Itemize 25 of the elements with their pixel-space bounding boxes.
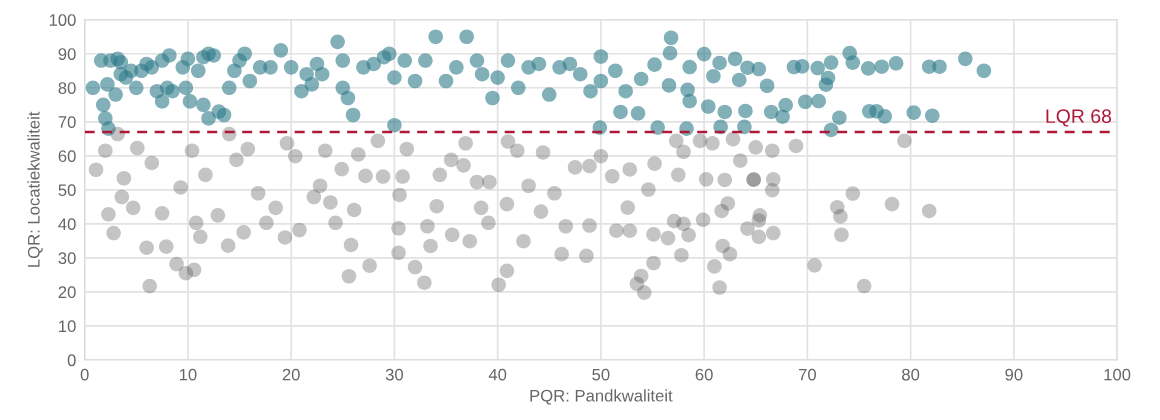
x-tick-label: 70 [798, 368, 816, 381]
y-tick-label: 80 [58, 82, 76, 94]
y-tick-label: 100 [49, 14, 76, 26]
y-tick-label: 30 [58, 252, 76, 265]
y-tick-label: 90 [58, 48, 76, 60]
x-tick-label: 0 [80, 368, 89, 381]
x-tick-label: 100 [1104, 368, 1131, 381]
y-tick-label: 40 [58, 218, 76, 231]
x-tick-label: 80 [902, 368, 920, 381]
y-tick-label: 10 [59, 320, 76, 333]
y-axis-title: LQR: Locatiekwaliteit [27, 111, 43, 267]
x-tick-label: 50 [592, 368, 610, 381]
y-tick-label: 20 [58, 286, 76, 299]
y-tick-label: 60 [58, 150, 76, 163]
y-tick-label: 70 [58, 116, 76, 128]
x-tick-label: 10 [179, 368, 197, 381]
ref-line-label: LQR 68 [1046, 109, 1112, 127]
y-tick-label: 50 [58, 184, 76, 197]
x-tick-label: 40 [488, 368, 507, 381]
x-tick-label: 90 [1005, 368, 1023, 381]
x-axis-title: PQR: Pandkwaliteit [530, 389, 673, 405]
x-tick-label: 60 [695, 368, 713, 381]
y-tick-label: 0 [67, 354, 76, 367]
x-tick-label: 20 [282, 368, 300, 381]
x-tick-label: 30 [385, 368, 404, 381]
